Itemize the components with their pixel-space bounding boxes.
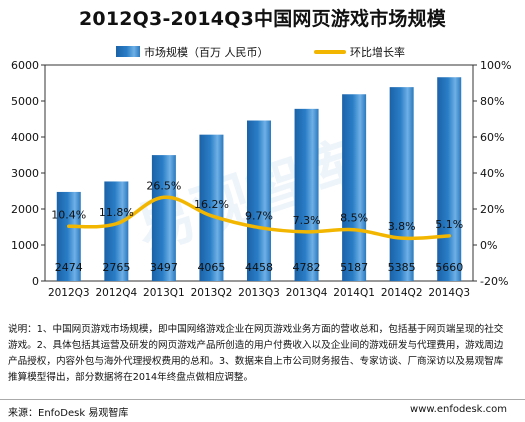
legend-bar-swatch [116,46,140,57]
bar [199,134,224,281]
x-tick-label: 2012Q3 [48,287,90,299]
legend-line-label: 环比增长率 [350,45,405,59]
y-left-tick-label: 2000 [11,203,39,216]
line-value-label: 10.4% [51,208,86,221]
y-left-tick-label: 6000 [11,59,39,72]
line-value-label: 9.7% [245,210,273,223]
y-right-tick-label: 0% [480,239,497,252]
legend-bar-label: 市场规模（百万 人民币） [144,45,269,59]
chart-canvas: 易观智库0100020003000400050006000-20%0%20%40… [11,45,511,299]
bar [294,108,319,282]
bar [389,87,414,281]
line-value-label: 3.8% [388,220,416,233]
y-right-tick-label: 40% [480,167,504,180]
x-tick-label: 2013Q3 [238,287,280,299]
bar-value-label: 2474 [55,261,83,274]
bar-value-label: 4065 [197,261,225,274]
y-right-tick-label: 60% [480,131,504,144]
bar-value-label: 3497 [150,261,178,274]
y-right-tick-label: 20% [480,203,504,216]
bar [104,181,129,281]
source-text: 来源：EnfoDesk 易观智库 [8,408,129,419]
line-value-label: 11.8% [99,206,134,219]
growth-line [67,195,451,241]
bar-value-label: 5187 [340,261,368,274]
y-left-tick-label: 1000 [11,239,39,252]
x-tick-label: 2014Q1 [333,287,375,299]
bar-value-label: 2765 [102,261,130,274]
x-tick-label: 2013Q4 [286,287,328,299]
x-tick-label: 2013Q1 [143,287,185,299]
bar-value-label: 5385 [388,261,416,274]
y-left-tick-label: 5000 [11,95,39,108]
y-left-tick-label: 4000 [11,131,39,144]
x-tick-label: 2014Q3 [428,287,470,299]
x-tick-label: 2012Q4 [95,287,137,299]
x-tick-label: 2014Q2 [381,287,423,299]
line-value-label: 5.1% [435,218,463,231]
y-left-tick-label: 3000 [11,167,39,180]
site-url: www.enfodesk.com [410,404,507,415]
bar-value-label: 4458 [245,261,273,274]
y-right-tick-label: 100% [480,59,511,72]
chart-title: 2012Q3-2014Q3中国网页游戏市场规模 [79,8,446,30]
line-value-label: 16.2% [194,198,229,211]
bar [342,94,367,281]
line-value-label: 8.5% [340,212,368,225]
y-right-tick-label: -20% [480,275,508,288]
bar [56,191,81,281]
line-value-label: 26.5% [146,179,181,192]
x-tick-label: 2013Q2 [191,287,233,299]
bar [437,77,462,282]
y-left-tick-label: 0 [32,275,39,288]
y-right-tick-label: 80% [480,95,504,108]
chart-note: 说明：1、中国网页游戏市场规模，即中国网络游戏企业在网页游戏业务方面的营收总和，… [8,324,504,383]
bar-value-label: 5660 [435,261,463,274]
bar [247,120,271,282]
line-value-label: 7.3% [293,214,321,227]
bar-value-label: 4782 [293,261,321,274]
bar [151,155,176,281]
footer-divider [0,399,525,400]
